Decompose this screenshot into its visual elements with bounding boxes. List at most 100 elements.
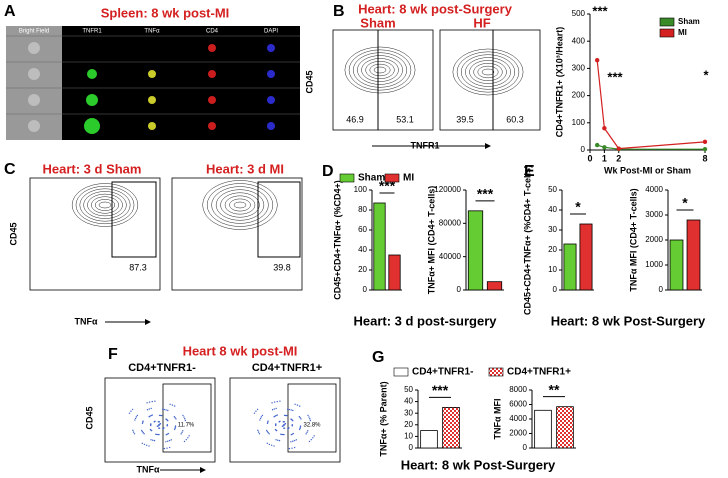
point xyxy=(602,145,607,150)
plot-title: CD4+TNFR1+ xyxy=(252,362,322,374)
bar xyxy=(373,202,386,291)
decoration xyxy=(166,424,169,426)
decoration xyxy=(267,420,269,422)
y-axis-label: CD45+CD4+TNFα+ (%CD4+) xyxy=(332,180,342,300)
panel-caption: Heart: 8 wk Post-Surgery xyxy=(401,457,556,472)
legend-swatch xyxy=(488,367,504,377)
y-tick-label: 10 xyxy=(548,265,557,274)
decoration xyxy=(299,426,302,428)
y-tick-label: 0 xyxy=(581,145,586,154)
decoration xyxy=(157,425,159,428)
decoration xyxy=(276,400,278,403)
point xyxy=(702,146,708,152)
decoration xyxy=(148,70,156,78)
decoration xyxy=(266,430,269,433)
y-tick-label: 30 xyxy=(404,408,413,417)
decoration xyxy=(86,94,98,106)
decoration xyxy=(28,94,40,106)
decoration xyxy=(28,68,40,80)
annotation: *** xyxy=(432,382,449,398)
decoration xyxy=(288,408,291,411)
decoration xyxy=(167,432,170,435)
decoration xyxy=(134,419,136,421)
decoration xyxy=(266,429,268,432)
decoration xyxy=(307,430,309,432)
decoration xyxy=(159,414,162,417)
bar xyxy=(556,406,574,449)
panel-letter: C xyxy=(4,161,16,178)
decoration xyxy=(257,181,301,258)
decoration xyxy=(28,42,40,54)
decoration xyxy=(165,418,167,420)
decoration xyxy=(151,400,153,403)
legend-swatch xyxy=(659,28,675,38)
point xyxy=(594,142,600,148)
decoration xyxy=(150,439,152,441)
decoration xyxy=(148,122,156,130)
decoration xyxy=(473,63,503,81)
decoration xyxy=(136,414,139,417)
plot-title: Heart: 3 d MI xyxy=(206,161,284,176)
y-axis-label: CD45+CD4+TNFα+ (%CD4+ T-cells) xyxy=(522,165,532,315)
decoration xyxy=(155,433,157,435)
decoration xyxy=(174,426,177,428)
legend-label: CD4+TNFR1- xyxy=(412,367,473,378)
decoration xyxy=(282,425,284,428)
panel-letter: B xyxy=(333,3,345,20)
decoration xyxy=(165,433,167,436)
decoration xyxy=(150,414,152,417)
plot-title: CD4+TNFR1- xyxy=(128,362,196,374)
decoration xyxy=(91,196,119,214)
panel-letter: F xyxy=(108,346,118,363)
decoration xyxy=(128,412,131,414)
decoration xyxy=(157,433,159,436)
decoration xyxy=(29,177,161,291)
decoration xyxy=(283,424,285,426)
bar xyxy=(420,430,438,449)
annotation: *** xyxy=(477,186,494,202)
decoration xyxy=(275,414,277,417)
decoration xyxy=(256,408,259,411)
decoration xyxy=(173,428,176,431)
decoration xyxy=(188,435,190,437)
decoration xyxy=(184,419,187,422)
y-tick-label: 60 xyxy=(358,225,367,234)
decoration xyxy=(142,420,144,422)
y-tick-label: 40 xyxy=(404,397,413,406)
decoration xyxy=(287,383,337,453)
decoration xyxy=(348,49,412,91)
point xyxy=(602,126,607,131)
decoration xyxy=(279,400,281,402)
decoration xyxy=(141,430,144,433)
column-header: CD4 xyxy=(206,29,219,35)
decoration xyxy=(268,433,270,435)
bar xyxy=(388,254,401,291)
annotation: * xyxy=(575,199,581,215)
decoration xyxy=(150,429,153,432)
x-axis-label: TNFR1 xyxy=(411,140,440,150)
decoration xyxy=(141,442,143,445)
y-axis-label: TNFα MFI xyxy=(492,398,502,439)
decoration xyxy=(365,61,395,79)
gate-value: 53.1 xyxy=(396,114,414,124)
decoration xyxy=(224,195,256,215)
bar xyxy=(486,281,503,291)
decoration xyxy=(306,431,308,434)
y-tick-label: 6000 xyxy=(509,400,527,409)
gate-value: 11.7% xyxy=(178,423,195,429)
decoration xyxy=(288,447,291,450)
decoration xyxy=(361,58,399,82)
decoration xyxy=(153,439,156,442)
decoration xyxy=(133,433,136,435)
decoration xyxy=(173,416,176,418)
decoration xyxy=(469,60,507,84)
y-tick-label: 0 xyxy=(523,443,528,452)
panel-letter: D xyxy=(322,163,334,180)
gate-value: 39.8 xyxy=(273,262,291,272)
decoration xyxy=(187,437,189,439)
decoration xyxy=(165,409,167,411)
decoration xyxy=(163,447,166,450)
decoration xyxy=(309,418,311,420)
decoration xyxy=(161,414,163,417)
decoration xyxy=(291,447,293,449)
